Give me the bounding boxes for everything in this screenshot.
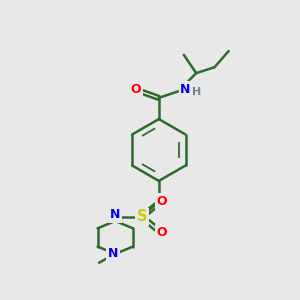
Text: N: N [180,82,190,95]
Text: O: O [130,83,141,96]
Text: H: H [192,87,201,97]
Text: S: S [136,209,147,224]
Text: O: O [156,195,167,208]
Text: N: N [108,248,118,260]
Text: N: N [110,208,120,221]
Text: O: O [156,226,167,239]
